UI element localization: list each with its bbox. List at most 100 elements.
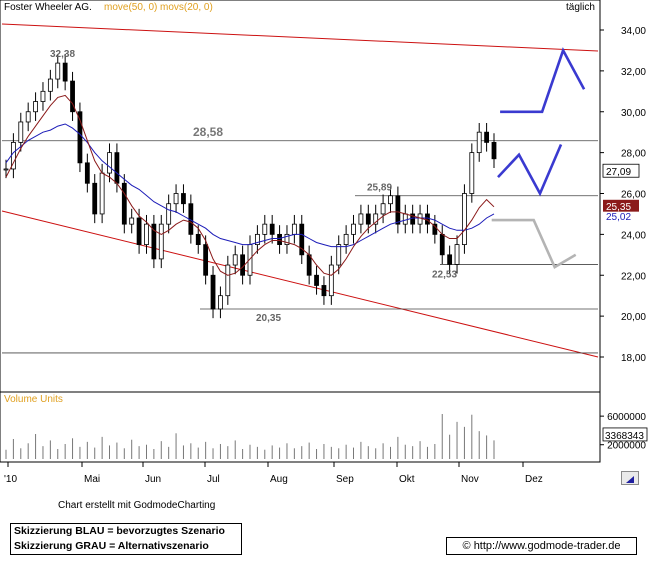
ma50-value-box xyxy=(603,211,639,222)
ma20-legend-label: movs(20, 0) xyxy=(160,2,213,13)
price-candle xyxy=(351,223,356,235)
price-candle xyxy=(158,223,164,260)
scenario-legend: Skizzierung BLAU = bevorzugtes Szenario … xyxy=(10,523,242,555)
x-tick-label: Jul xyxy=(207,474,220,485)
price-candle xyxy=(469,152,475,194)
price-candle xyxy=(232,254,238,266)
price-candle xyxy=(3,168,9,171)
price-candle xyxy=(151,223,157,260)
price-candle xyxy=(454,244,460,265)
arrow-icon xyxy=(626,476,634,483)
price-candle xyxy=(33,101,38,113)
price-candle xyxy=(439,233,445,256)
price-candle xyxy=(388,195,393,205)
price-candle xyxy=(55,62,61,80)
chart-title: Foster Wheeler AG. xyxy=(4,2,92,13)
price-candle xyxy=(218,295,223,310)
price-candle xyxy=(343,233,349,245)
volume-current-value: 3368343 xyxy=(605,431,644,442)
ma20-line xyxy=(5,94,495,276)
x-tick-label: Jun xyxy=(145,474,161,485)
x-tick-label: Sep xyxy=(336,474,354,485)
lower-trend-line xyxy=(1,210,599,358)
price-candle xyxy=(447,254,453,265)
price-candle xyxy=(47,78,53,92)
price-candle xyxy=(336,244,342,266)
price-candle xyxy=(358,213,364,225)
price-candle xyxy=(136,217,142,245)
source-url[interactable]: © http://www.godmode-trader.de xyxy=(446,537,637,555)
price-candle xyxy=(114,152,120,184)
volume-panel-label: Volume Units xyxy=(4,394,63,405)
price-candle xyxy=(77,111,83,164)
price-candle xyxy=(129,217,135,225)
volume-tick-label: 6000000 xyxy=(607,412,646,423)
current-price-box xyxy=(602,163,640,178)
x-tick-label: Nov xyxy=(461,474,479,485)
price-candle xyxy=(84,162,90,184)
price-candle xyxy=(417,213,423,225)
x-tick-label: Aug xyxy=(270,474,288,485)
price-candle xyxy=(491,142,497,160)
price-candle xyxy=(425,213,430,225)
price-candle xyxy=(484,131,490,143)
blue-scenario-long xyxy=(500,47,586,114)
y-tick-label: 32,00 xyxy=(621,67,646,78)
price-candle xyxy=(277,233,282,245)
price-candle xyxy=(144,223,149,245)
price-candle xyxy=(314,274,319,286)
ma20-value: 25,35 xyxy=(606,202,631,213)
ma50-line xyxy=(5,123,495,248)
blue-scenario-short xyxy=(497,143,563,197)
price-candle xyxy=(462,193,467,245)
legend-gray-scenario: Skizzierung GRAU = Alternativszenario xyxy=(14,540,209,552)
chart-credit: Chart erstellt mit GodmodeCharting xyxy=(58,500,216,511)
price-candle xyxy=(299,223,305,256)
price-candle xyxy=(173,193,179,205)
price-candle xyxy=(181,193,186,205)
price-candle xyxy=(328,264,334,297)
price-candle xyxy=(321,285,327,297)
price-candle xyxy=(92,182,98,215)
level-label: 20,35 xyxy=(256,313,281,324)
price-candle xyxy=(380,203,386,215)
price-candle xyxy=(284,233,290,245)
y-tick-label: 34,00 xyxy=(621,26,646,37)
price-candle xyxy=(306,254,312,276)
price-candle xyxy=(269,223,275,235)
x-tick-label: Dez xyxy=(525,474,543,485)
price-candle xyxy=(210,274,216,310)
price-candle xyxy=(254,233,260,245)
price-candle xyxy=(195,233,201,245)
level-label: 28,58 xyxy=(193,125,223,139)
y-tick-label: 22,00 xyxy=(621,271,646,282)
price-candle xyxy=(70,80,75,113)
price-candle xyxy=(203,244,209,276)
price-candle xyxy=(365,213,371,225)
price-candle xyxy=(291,223,297,235)
price-candle xyxy=(402,213,408,225)
x-tick-label: '10 xyxy=(4,474,17,485)
price-candle xyxy=(107,152,112,174)
volume-tick-label: 2000000 xyxy=(607,441,646,452)
volume-panel-frame xyxy=(0,391,601,463)
price-candle xyxy=(121,182,127,225)
x-tick-label: Okt xyxy=(399,474,415,485)
price-candle xyxy=(476,131,482,154)
y-tick-label: 18,00 xyxy=(621,353,646,364)
ma50-legend-label: move(50, 0) xyxy=(104,2,157,13)
level-label: 25,89 xyxy=(367,183,392,194)
period-label: täglich xyxy=(566,2,595,13)
y-tick-label: 26,00 xyxy=(621,190,646,201)
scroll-right-button[interactable] xyxy=(621,471,639,485)
legend-blue-scenario: Skizzierung BLAU = bevorzugtes Szenario xyxy=(14,525,225,537)
y-tick-label: 30,00 xyxy=(621,108,646,119)
price-candle xyxy=(99,172,105,215)
price-candle xyxy=(25,111,31,123)
level-label: 22,53 xyxy=(432,269,457,280)
price-candle xyxy=(432,223,438,235)
gray-scenario xyxy=(491,218,577,269)
upper-trend-line xyxy=(1,23,599,52)
ma50-value: 25,02 xyxy=(606,212,631,223)
